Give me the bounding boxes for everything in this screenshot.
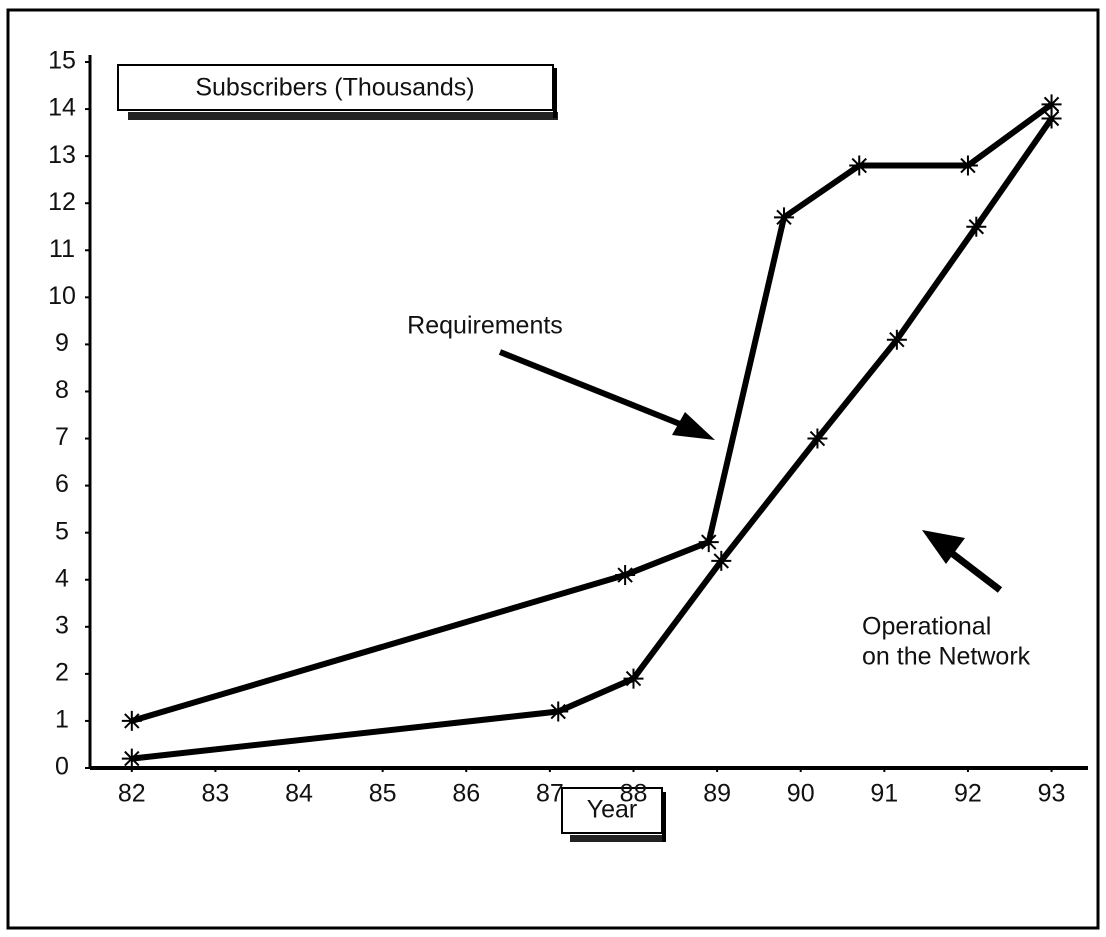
series-line [131,116,1055,762]
annotation: Requirements [407,312,563,340]
x-label-box [561,787,663,834]
y-tick-label: 7 [55,423,69,451]
x-tick-label: 92 [954,780,982,808]
y-tick-label: 8 [55,376,69,404]
x-label-shadow [570,835,665,842]
point-marker [1041,94,1062,115]
x-tick-label: 85 [369,780,397,808]
y-label-box [117,64,554,111]
point-marker [807,428,828,449]
point-marker [615,565,636,586]
y-tick-label: 6 [55,470,69,498]
point-marker [886,329,907,350]
point-marker [121,748,142,769]
y-tick-label: 0 [55,753,69,781]
y-tick-label: 2 [55,658,69,686]
y-tick-label: 14 [48,94,76,122]
arrow [498,349,715,440]
point-marker [623,668,644,689]
point-marker [121,710,142,731]
annotation: Operational [862,613,991,641]
y-tick-label: 1 [55,706,69,734]
y-tick-label: 12 [48,188,76,216]
y-tick-label: 10 [48,282,76,310]
x-tick-label: 82 [118,780,146,808]
x-tick-label: 88 [620,780,648,808]
point-marker [773,207,794,228]
y-label-shadow [128,112,558,120]
arrow [922,530,1003,593]
point-marker [966,216,987,237]
point-marker [849,155,870,176]
y-axis-label: Subscribers (Thousands) [195,74,474,102]
y-tick-label: 5 [55,517,69,545]
x-tick-label: 89 [703,780,731,808]
x-tick-label: 87 [536,780,564,808]
x-tick-label: 93 [1038,780,1066,808]
y-tick-label: 15 [48,47,76,75]
x-tick-label: 90 [787,780,815,808]
y-tick-label: 9 [55,329,69,357]
y-tick-label: 4 [55,564,69,592]
x-tick-label: 83 [202,780,230,808]
x-tick-label: 86 [452,780,480,808]
x-tick-label: 91 [870,780,898,808]
point-marker [548,701,569,722]
x-tick-label: 84 [285,780,313,808]
point-marker [957,155,978,176]
y-tick-label: 13 [48,141,76,169]
point-marker [1041,108,1062,129]
y-tick-label: 3 [55,611,69,639]
y-tick-label: 11 [49,235,75,263]
x-axis-label: Year [587,796,638,824]
annotation: on the Network [862,643,1031,671]
frame [6,8,1100,930]
point-marker [698,532,719,553]
point-marker [711,550,732,571]
